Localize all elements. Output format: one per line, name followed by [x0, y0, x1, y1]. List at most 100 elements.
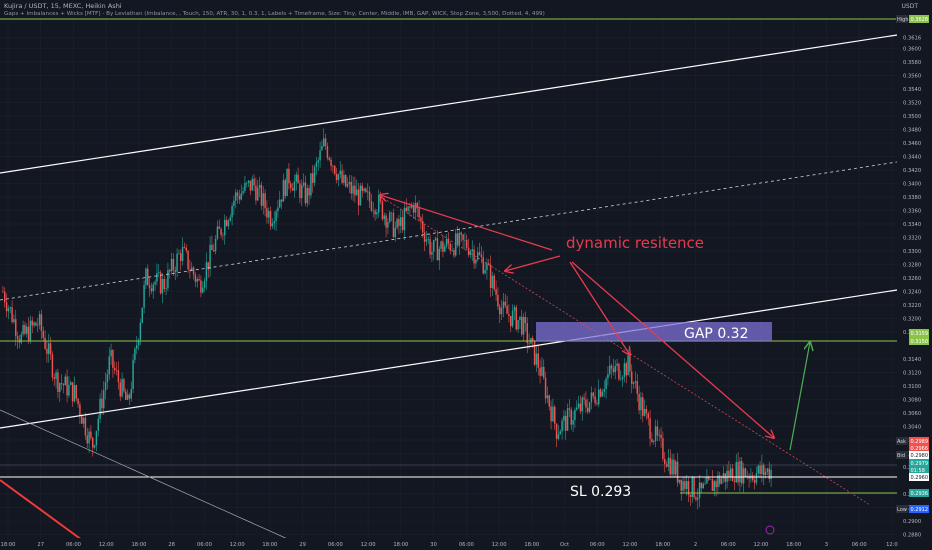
candle-body [125, 391, 127, 400]
candle-body [200, 280, 202, 293]
candle-body [598, 389, 600, 405]
candle-body [119, 382, 121, 397]
candle-body [202, 287, 204, 293]
candle-body [302, 182, 305, 186]
candle-body [291, 187, 294, 191]
candle-body [255, 185, 257, 201]
indicator-legend[interactable]: Gaps + Imbalances + Wicks [MTF] - By Lev… [4, 11, 545, 17]
candle-body [27, 326, 30, 342]
candle-body [106, 374, 109, 383]
candle-body [651, 438, 653, 442]
candle-body [148, 285, 151, 289]
candle-body [229, 217, 231, 221]
candle-body [752, 475, 754, 481]
candle-body [508, 313, 510, 317]
candle-body [581, 397, 583, 412]
candle-body [455, 233, 457, 256]
candle-body [187, 250, 189, 270]
price-tick-label: 0.3440 [903, 154, 921, 160]
price-tick-label: 0.3480 [903, 127, 921, 133]
candle-body [161, 278, 164, 294]
time-tick-label: 28 [168, 542, 175, 548]
candle-body [123, 379, 125, 392]
channel-upper-line[interactable] [0, 34, 898, 174]
price-tick-label: 0.3380 [903, 195, 921, 201]
candle-body [552, 406, 554, 422]
time-tick-label: 18:00 [393, 542, 408, 548]
candle-body [548, 395, 550, 407]
candle-body [40, 314, 43, 331]
sl-label: SL 0.293 [570, 484, 631, 500]
candle-body [634, 381, 637, 383]
time-tick-label: 06:00 [66, 542, 81, 548]
candle-body [37, 324, 39, 326]
candle-body [511, 310, 514, 327]
candle-body [427, 239, 429, 240]
channel-lower-line[interactable] [0, 289, 898, 429]
candle-body [220, 228, 222, 235]
channel-mid-line[interactable] [0, 161, 898, 301]
price-label-badge [909, 466, 929, 474]
time-tick-label: 06:00 [852, 542, 867, 548]
candle-body [594, 396, 596, 404]
candle-body [310, 173, 312, 196]
candle-body [335, 173, 338, 180]
candle-body [759, 465, 761, 475]
candle-body [46, 348, 48, 354]
candle-body [640, 397, 642, 411]
time-tick-label: 18:00 [655, 542, 670, 548]
candle-body [658, 434, 660, 436]
candle-body [491, 275, 494, 288]
price-tick-label: 0.3120 [903, 371, 921, 377]
candle-body [304, 182, 307, 204]
price-tick-label: 0.3280 [903, 262, 921, 268]
candle-body [216, 226, 219, 239]
price-axis[interactable]: 0.3616 0.3600 0.3580 0.3560 0.3540 0.3520 0.35… [896, 0, 932, 550]
time-tick-label: 12:00 [492, 542, 507, 548]
candle-body [192, 267, 195, 275]
candle-body [88, 431, 90, 444]
time-tick-label: 06:00 [459, 542, 474, 548]
candle-body [103, 390, 105, 409]
candle-body [174, 270, 176, 272]
candle-body [104, 382, 107, 391]
candle-body [484, 270, 486, 274]
candle-body [326, 146, 329, 158]
candle-body [442, 241, 444, 252]
candle-body [295, 174, 297, 182]
candle-body [137, 339, 140, 346]
candle-body [398, 219, 400, 226]
candle-body [660, 434, 662, 439]
candle-body [51, 354, 54, 378]
arrow-to-mid-peak [505, 255, 561, 271]
time-tick-label: 12:00 [230, 542, 245, 548]
candle-body [603, 389, 605, 392]
arrow-to-right-peak [569, 261, 630, 355]
candle-body [357, 189, 360, 206]
candle-body [297, 174, 299, 184]
candle-body [763, 464, 765, 476]
candle-body [675, 461, 677, 475]
candle-body [728, 470, 730, 478]
candle-body [563, 415, 565, 421]
event-icon[interactable] [765, 525, 775, 535]
candle-body [623, 363, 626, 378]
candle-body [585, 399, 587, 408]
candle-body [539, 367, 541, 376]
candle-body [115, 370, 118, 371]
candle-body [533, 340, 536, 365]
candle-body [323, 138, 325, 147]
candle-body [453, 249, 455, 256]
candle-body [614, 365, 616, 373]
candle-body [293, 181, 296, 191]
price-label-badge [909, 505, 929, 513]
candle-body [392, 212, 395, 238]
time-tick-label: 06:00 [590, 542, 605, 548]
time-axis[interactable]: 18:00 27 06:00 12:00 18:00 28 06:00 12:00 18:00 2… [0, 538, 932, 550]
candle-body [31, 320, 33, 326]
candle-body [620, 379, 622, 380]
candle-body [108, 356, 110, 375]
gap-zone[interactable] [536, 322, 772, 341]
candle-body [126, 394, 129, 400]
